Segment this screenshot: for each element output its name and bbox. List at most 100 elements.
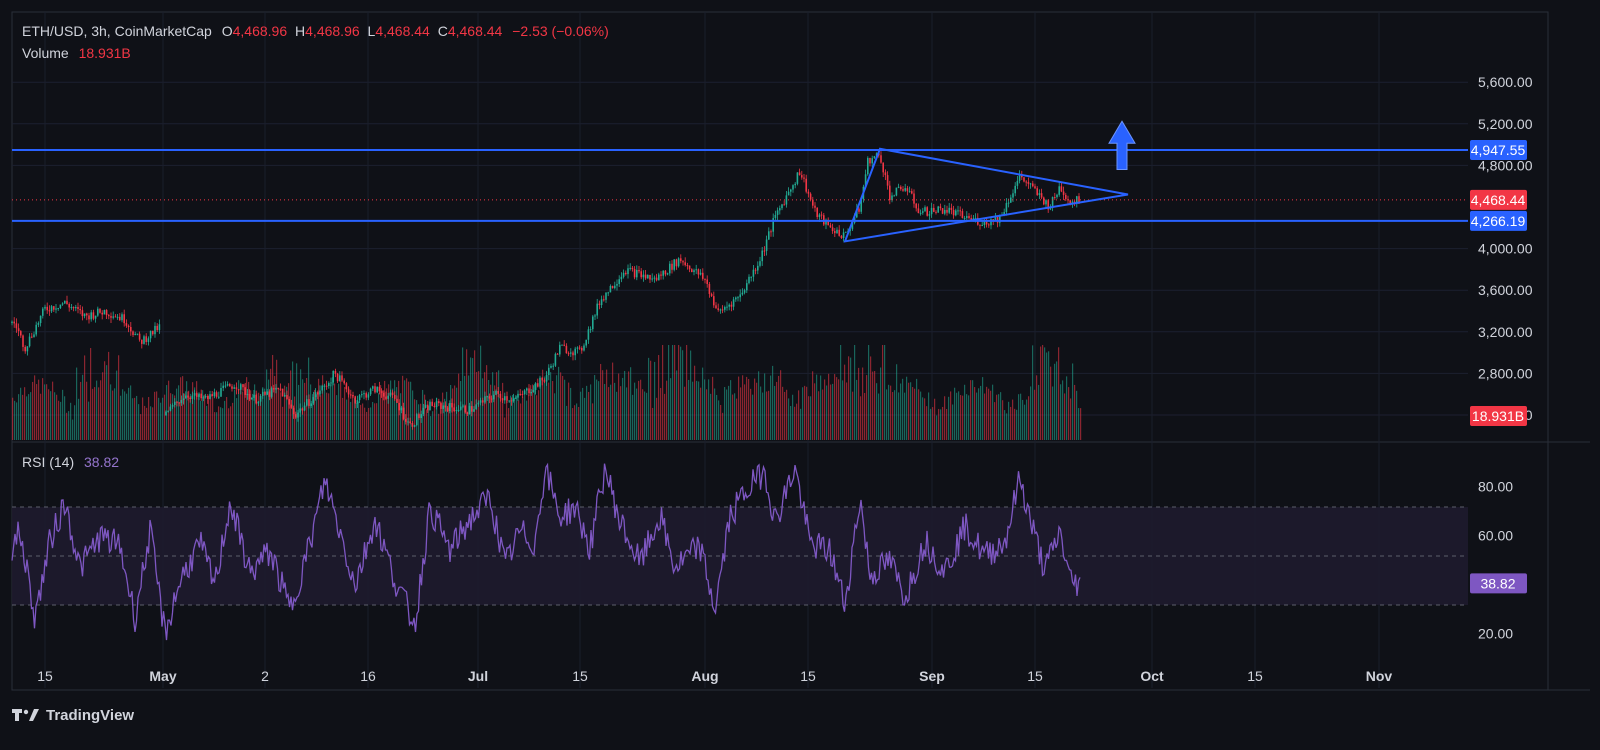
volume-bar <box>1074 384 1076 440</box>
volume-bar <box>1016 409 1018 440</box>
candle-body <box>191 395 194 399</box>
symbol-label[interactable]: ETH/USD, 3h, CoinMarketCap <box>22 23 212 39</box>
volume-bar <box>212 397 214 440</box>
volume-bar <box>580 391 582 440</box>
candle-body <box>944 209 946 214</box>
volume-bar <box>260 393 262 440</box>
candle-body <box>886 175 889 186</box>
candle-body <box>46 306 48 311</box>
candle-body <box>583 345 585 351</box>
candle-body <box>453 407 455 412</box>
candle-body <box>578 347 581 349</box>
candle-body <box>889 185 891 201</box>
volume-bar <box>750 388 752 440</box>
volume-bar <box>276 359 278 440</box>
candle-body <box>673 259 675 270</box>
volume-bar <box>218 406 220 440</box>
volume-legend: Volume 18.931B <box>22 45 131 61</box>
candle-body <box>1071 201 1074 204</box>
volume-bar <box>664 393 666 440</box>
candle-body <box>350 394 352 396</box>
time-tick-label: 2 <box>261 668 269 684</box>
candle-body <box>125 323 128 326</box>
volume-bar <box>222 408 224 440</box>
volume-label[interactable]: Volume <box>22 45 69 61</box>
candle-body <box>365 393 367 398</box>
volume-bar <box>734 393 736 440</box>
volume-bar <box>748 379 750 440</box>
volume-bar <box>418 404 420 440</box>
volume-bar <box>1042 345 1044 440</box>
candle-body <box>1038 193 1041 195</box>
candle-body <box>735 297 737 300</box>
candle-body <box>451 403 453 408</box>
rsi-tag-bg <box>1470 573 1527 594</box>
volume-bar <box>152 407 154 440</box>
volume-bar <box>534 383 536 440</box>
candle-body <box>231 386 233 389</box>
volume-bar <box>988 388 990 440</box>
candle-body <box>539 377 541 387</box>
rsi-label[interactable]: RSI (14) <box>22 454 75 470</box>
volume-bar <box>448 403 450 440</box>
candle-body <box>81 310 84 317</box>
candle-body <box>92 312 95 319</box>
candle-body <box>609 285 612 293</box>
volume-bar <box>812 371 814 440</box>
candle-body <box>303 405 306 411</box>
volume-bar <box>860 396 862 440</box>
candle-body <box>891 195 893 201</box>
volume-bar <box>992 384 994 440</box>
volume-bar <box>1002 400 1004 440</box>
candle-body <box>911 191 913 194</box>
volume-bar <box>454 385 456 440</box>
volume-bar <box>338 383 340 440</box>
candle-body <box>253 394 255 398</box>
candle-body <box>739 294 741 298</box>
volume-bar <box>850 357 852 440</box>
volume-bar <box>498 370 500 440</box>
volume-bar <box>214 412 216 440</box>
volume-bar <box>424 394 426 440</box>
volume-bar <box>866 375 868 440</box>
volume-bar <box>430 416 432 440</box>
volume-bar <box>298 384 300 440</box>
volume-bar <box>200 400 202 440</box>
candle-body <box>105 309 108 316</box>
volume-bar <box>770 375 772 440</box>
volume-bar <box>510 395 512 440</box>
volume-bar <box>630 367 632 440</box>
volume-bar <box>896 364 898 440</box>
volume-bar <box>296 363 298 440</box>
volume-bar <box>564 379 566 440</box>
candle-body <box>680 258 682 262</box>
volume-bar <box>898 392 900 440</box>
candle-body <box>640 271 642 278</box>
candle-body <box>286 395 288 399</box>
volume-bar <box>666 380 668 440</box>
candle-body <box>292 407 295 415</box>
volume-bar <box>552 381 554 440</box>
volume-bar <box>962 395 964 440</box>
volume-bar <box>306 377 308 440</box>
candle-body <box>946 209 948 213</box>
candle-body <box>776 210 779 215</box>
candle-body <box>178 402 180 404</box>
candle-body <box>1045 200 1047 205</box>
candle-body <box>710 293 713 297</box>
volume-bar <box>760 386 762 440</box>
volume-bar <box>52 381 54 440</box>
candle-body <box>319 390 321 395</box>
volume-bar <box>530 385 532 440</box>
tradingview-brand[interactable]: TradingView <box>12 704 134 726</box>
volume-bar <box>118 355 120 440</box>
candle-body <box>719 309 722 311</box>
volume-bar <box>802 387 804 440</box>
candle-body <box>204 396 207 398</box>
volume-bar <box>122 389 124 440</box>
candle-body <box>235 387 238 390</box>
volume-bar <box>174 395 176 440</box>
volume-bar <box>1080 408 1082 440</box>
volume-bar <box>670 378 672 440</box>
